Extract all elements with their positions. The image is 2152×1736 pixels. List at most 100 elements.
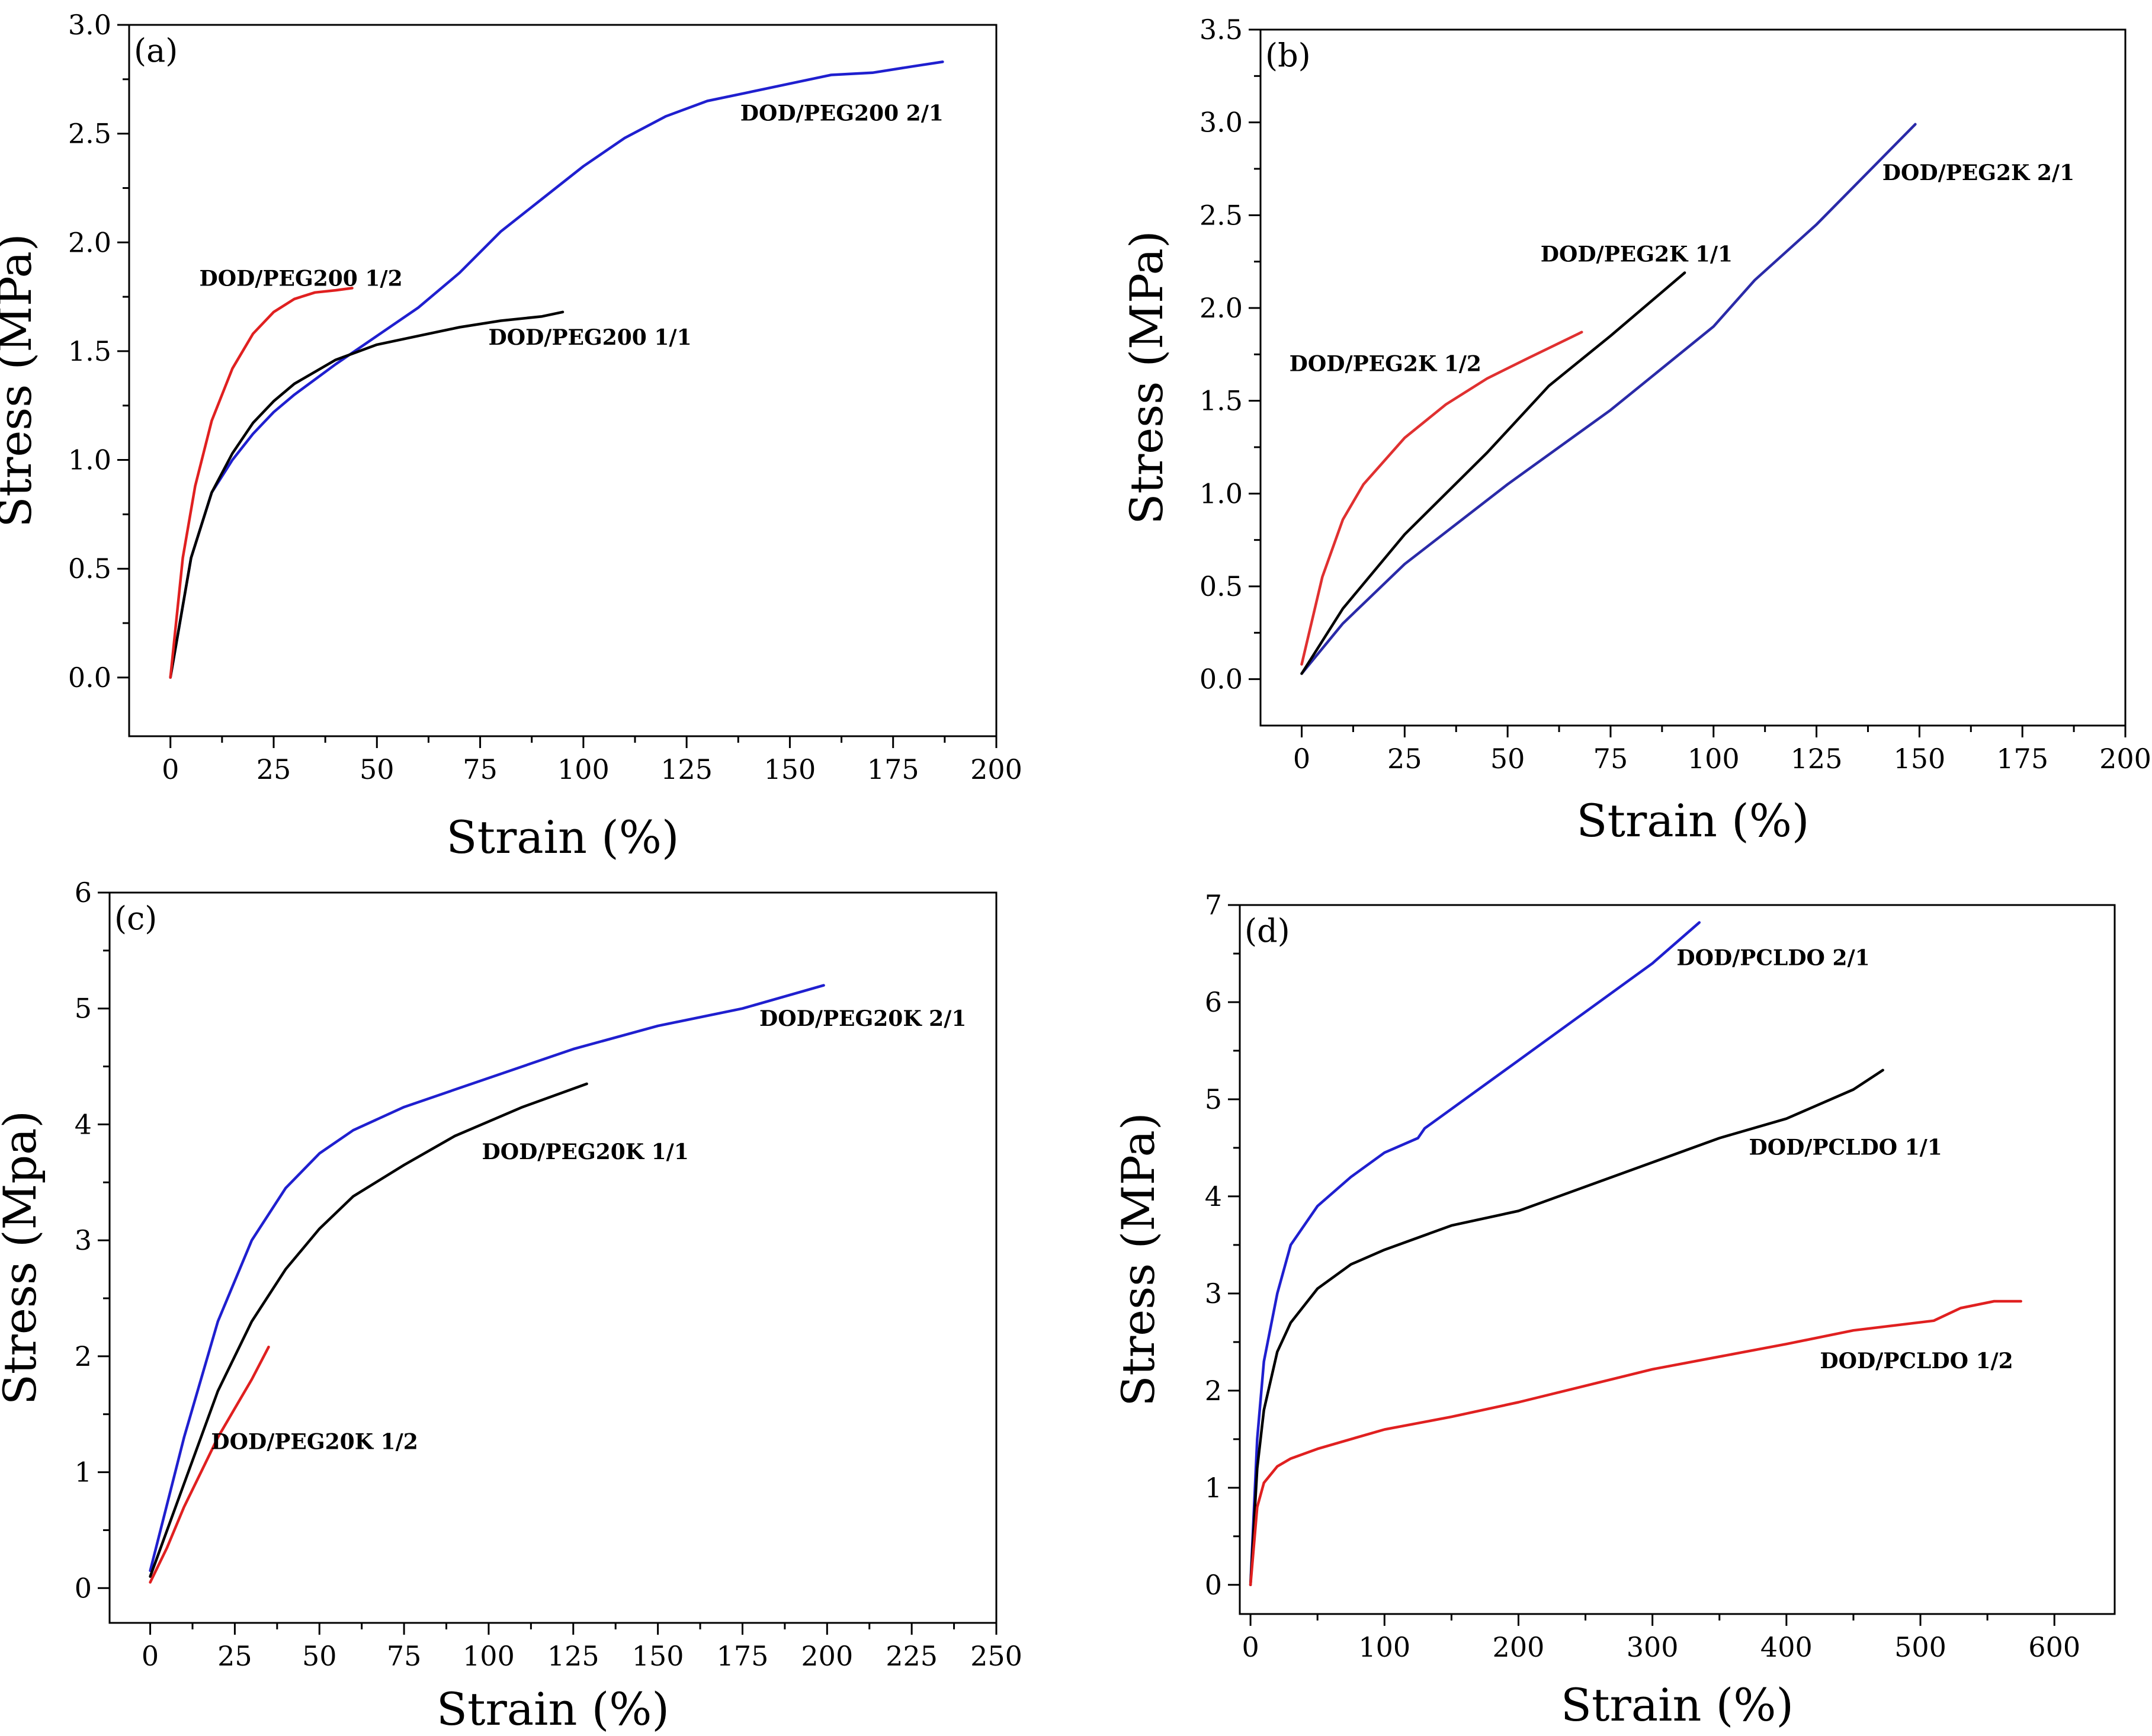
series-line-dod-peg2k-1-1 bbox=[1300, 271, 1686, 675]
curve-label-dod-peg200-2-1: DOD/PEG200 2/1 bbox=[740, 101, 944, 126]
x-tick-label: 100 bbox=[1358, 1631, 1410, 1663]
series-line-dod-peg200-1-2 bbox=[169, 287, 354, 679]
y-tick-label: 1 bbox=[75, 1456, 92, 1488]
y-tick-label: 5 bbox=[1205, 1083, 1222, 1115]
y-tick-label: 1.5 bbox=[68, 335, 111, 367]
x-tick-label: 25 bbox=[256, 753, 291, 785]
x-tick-label: 50 bbox=[302, 1640, 337, 1672]
y-tick-label: 0 bbox=[1205, 1569, 1222, 1601]
plot-frame bbox=[1259, 28, 2127, 727]
x-tick-label: 125 bbox=[547, 1640, 599, 1672]
curve-label-dod-peg20k-2-1: DOD/PEG20K 2/1 bbox=[759, 1006, 966, 1031]
y-tick-label: 3.0 bbox=[1200, 107, 1243, 139]
curve-label-dod-peg2k-1-1: DOD/PEG2K 1/1 bbox=[1541, 242, 1733, 267]
x-axis-title: Strain (%) bbox=[437, 1683, 669, 1735]
x-tick-label: 75 bbox=[387, 1640, 422, 1672]
x-tick-label: 0 bbox=[1242, 1631, 1259, 1663]
series-line-dod-pcldo-1-2 bbox=[1249, 1299, 2022, 1587]
x-tick-label: 500 bbox=[1894, 1631, 1946, 1663]
y-tick-label: 2.0 bbox=[1200, 292, 1243, 324]
series-line-dod-pcldo-2-1 bbox=[1249, 921, 1701, 1587]
y-tick-label: 4 bbox=[1205, 1180, 1222, 1212]
y-tick-label: 1.0 bbox=[1200, 477, 1243, 509]
x-tick-label: 50 bbox=[1490, 743, 1525, 775]
y-tick-label: 4 bbox=[75, 1108, 92, 1140]
y-tick-label: 0.5 bbox=[68, 553, 111, 585]
x-tick-label: 300 bbox=[1627, 1631, 1679, 1663]
x-tick-label: 175 bbox=[867, 753, 919, 785]
x-tick-label: 0 bbox=[142, 1640, 159, 1672]
x-tick-label: 150 bbox=[1893, 743, 1945, 775]
curve-label-dod-pcldo-2-1: DOD/PCLDO 2/1 bbox=[1676, 946, 1869, 971]
panel-label-b: (b) bbox=[1265, 37, 1311, 74]
y-axis-title: Stress (Mpa) bbox=[0, 1111, 46, 1405]
x-tick-label: 100 bbox=[1688, 743, 1740, 775]
curve-label-dod-peg2k-1-2: DOD/PEG2K 1/2 bbox=[1290, 352, 1481, 377]
series-line-dod-peg2k-1-2 bbox=[1300, 330, 1583, 666]
plot-frame bbox=[1239, 904, 2116, 1615]
x-tick-label: 25 bbox=[217, 1640, 252, 1672]
x-axis-title: Strain (%) bbox=[446, 811, 679, 864]
x-tick-label: 25 bbox=[1387, 743, 1422, 775]
x-tick-label: 400 bbox=[1760, 1631, 1813, 1663]
y-tick-label: 3 bbox=[75, 1224, 92, 1256]
curve-label-dod-peg200-1-1: DOD/PEG200 1/1 bbox=[489, 325, 692, 350]
chart-panel-c: 0 25 50 75 100 125 150 175 200 225 250 0 1 2 3 4 5 6 Strai… bbox=[0, 877, 1022, 1735]
y-tick-label: 3.5 bbox=[1200, 14, 1243, 46]
y-tick-label: 1.0 bbox=[68, 444, 111, 476]
y-tick-label: 6 bbox=[1205, 986, 1222, 1018]
series-line-dod-peg20k-1-1 bbox=[149, 1082, 588, 1578]
panel-label-c: (c) bbox=[114, 900, 157, 937]
series-line-dod-peg20k-1-2 bbox=[149, 1345, 270, 1584]
y-tick-label: 1.5 bbox=[1200, 385, 1243, 417]
x-tick-label: 50 bbox=[360, 753, 395, 785]
x-tick-label: 200 bbox=[2099, 743, 2151, 775]
x-tick-label: 125 bbox=[1791, 743, 1843, 775]
y-tick-label: 3 bbox=[1205, 1278, 1222, 1310]
series-line-dod-peg200-2-1 bbox=[169, 60, 944, 679]
y-tick-label: 2.5 bbox=[68, 118, 111, 150]
x-tick-label: 175 bbox=[717, 1640, 769, 1672]
y-axis-title: Stress (MPa) bbox=[1112, 1112, 1165, 1406]
series-line-dod-peg200-1-1 bbox=[169, 310, 565, 679]
x-tick-label: 200 bbox=[801, 1640, 853, 1672]
y-tick-label: 5 bbox=[75, 993, 92, 1025]
y-axis-title: Stress (MPa) bbox=[0, 233, 41, 527]
x-tick-label: 250 bbox=[970, 1640, 1022, 1672]
x-tick-label: 0 bbox=[1293, 743, 1310, 775]
x-tick-label: 0 bbox=[162, 753, 179, 785]
panel-label-d: (d) bbox=[1245, 912, 1290, 949]
y-tick-label: 0.0 bbox=[68, 662, 111, 694]
plot-frame bbox=[128, 24, 998, 737]
x-tick-label: 100 bbox=[463, 1640, 515, 1672]
curve-label-dod-peg2k-2-1: DOD/PEG2K 2/1 bbox=[1882, 161, 2074, 185]
plot-frame bbox=[108, 891, 998, 1624]
series-line-dod-peg20k-2-1 bbox=[149, 984, 825, 1573]
x-tick-label: 200 bbox=[1493, 1631, 1545, 1663]
x-tick-label: 75 bbox=[1593, 743, 1628, 775]
chart-panel-a: 0 25 50 75 100 125 150 175 200 0.0 0.5 1.0 1.5 2.0 2.5… bbox=[0, 9, 1022, 864]
x-tick-label: 100 bbox=[557, 753, 610, 785]
series-line-dod-peg2k-2-1 bbox=[1300, 123, 1917, 675]
y-tick-label: 0 bbox=[75, 1572, 92, 1604]
x-tick-label: 600 bbox=[2028, 1631, 2080, 1663]
x-tick-label: 175 bbox=[1996, 743, 2048, 775]
y-tick-label: 1 bbox=[1205, 1472, 1222, 1504]
curve-label-dod-pcldo-1-1: DOD/PCLDO 1/1 bbox=[1749, 1135, 1942, 1160]
curve-label-dod-peg20k-1-2: DOD/PEG20K 1/2 bbox=[211, 1429, 418, 1454]
curve-label-dod-peg20k-1-1: DOD/PEG20K 1/1 bbox=[482, 1140, 689, 1164]
curve-label-dod-pcldo-1-2: DOD/PCLDO 1/2 bbox=[1820, 1349, 2013, 1374]
y-tick-label: 0.0 bbox=[1200, 663, 1243, 695]
series-line-dod-pcldo-1-1 bbox=[1249, 1068, 1884, 1587]
y-tick-label: 2 bbox=[75, 1340, 92, 1372]
y-tick-label: 0.5 bbox=[1200, 570, 1243, 602]
panel-label-a: (a) bbox=[134, 32, 178, 69]
chart-panel-d: 0 100 200 300 400 500 600 0 1 2 3 4 5 6 7 Strain (%) Str… bbox=[1112, 889, 2116, 1731]
y-tick-label: 2.5 bbox=[1200, 199, 1243, 231]
x-tick-label: 125 bbox=[660, 753, 713, 785]
x-tick-label: 150 bbox=[632, 1640, 684, 1672]
x-tick-label: 200 bbox=[970, 753, 1022, 785]
y-tick-label: 2 bbox=[1205, 1375, 1222, 1407]
x-tick-label: 75 bbox=[463, 753, 498, 785]
